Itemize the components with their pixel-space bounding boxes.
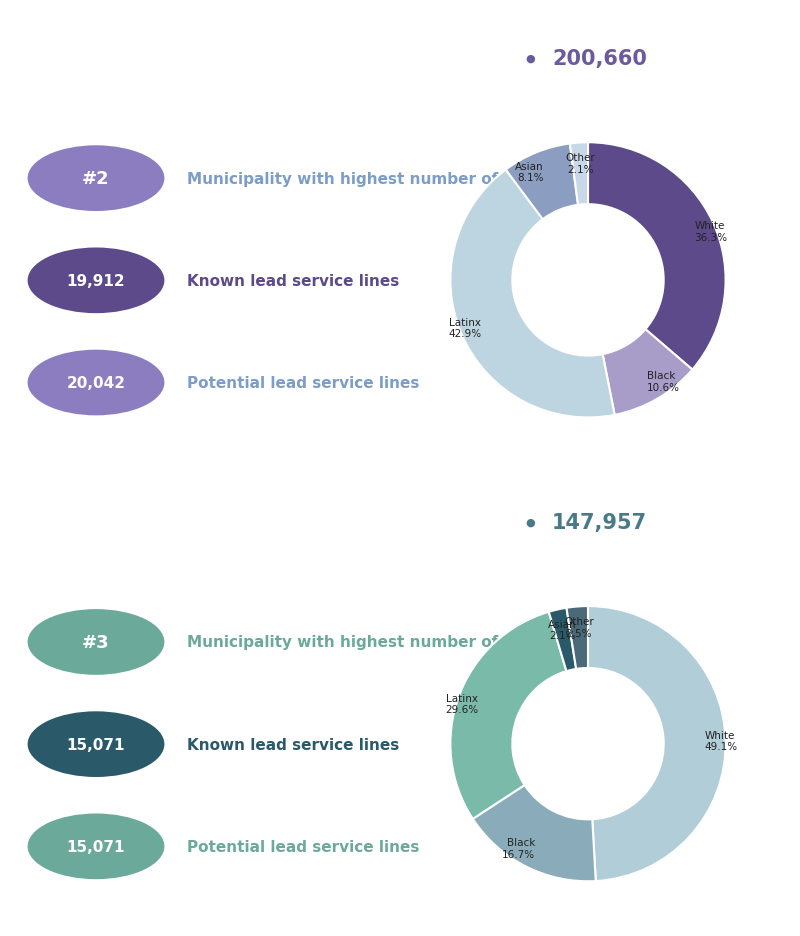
Text: 200,660: 200,660 [552, 49, 647, 68]
Wedge shape [588, 607, 726, 881]
Text: 147,957: 147,957 [552, 512, 647, 532]
Circle shape [28, 248, 165, 314]
Text: JOLIET: JOLIET [187, 507, 297, 536]
Text: 19,912: 19,912 [66, 273, 126, 288]
Text: Known lead service lines: Known lead service lines [187, 737, 399, 752]
Circle shape [28, 711, 165, 777]
Text: Potential lead service lines: Potential lead service lines [187, 839, 419, 854]
FancyBboxPatch shape [453, 27, 780, 91]
Text: Municipality with highest number of lead service lines: Municipality with highest number of lead… [187, 635, 653, 650]
Text: ●: ● [526, 517, 535, 527]
Text: Known lead service lines: Known lead service lines [187, 273, 399, 288]
Text: White
49.1%: White 49.1% [705, 730, 738, 752]
Wedge shape [570, 143, 588, 206]
Text: ●: ● [526, 53, 535, 64]
Text: 15,071: 15,071 [66, 737, 126, 752]
Wedge shape [588, 143, 726, 370]
Text: White
36.3%: White 36.3% [694, 221, 727, 242]
Text: 20,042: 20,042 [66, 375, 126, 390]
Text: Potential lead service lines: Potential lead service lines [187, 375, 419, 390]
Text: Black
16.7%: Black 16.7% [502, 838, 535, 859]
Text: Latinx
42.9%: Latinx 42.9% [448, 317, 481, 339]
Text: 15,071: 15,071 [66, 839, 126, 854]
Wedge shape [549, 608, 576, 671]
Circle shape [28, 146, 165, 212]
Circle shape [28, 350, 165, 416]
Wedge shape [602, 329, 692, 416]
Wedge shape [450, 170, 614, 418]
Wedge shape [473, 785, 596, 882]
Text: Asian
2.1%: Asian 2.1% [548, 619, 577, 641]
Text: CITY OF: CITY OF [58, 48, 169, 69]
Circle shape [28, 813, 165, 879]
Text: Asian
8.1%: Asian 8.1% [515, 162, 544, 183]
Text: Black
10.6%: Black 10.6% [647, 371, 680, 392]
Text: Other
2.5%: Other 2.5% [564, 617, 594, 638]
Wedge shape [450, 612, 566, 819]
Text: Municipality with highest number of lead service lines: Municipality with highest number of lead… [187, 171, 653, 186]
Text: #2: #2 [82, 170, 110, 188]
Text: CITY OF: CITY OF [58, 511, 169, 533]
Wedge shape [566, 607, 588, 669]
Text: Other
2.1%: Other 2.1% [566, 154, 595, 175]
Text: #3: #3 [82, 634, 110, 651]
FancyBboxPatch shape [453, 490, 780, 554]
Text: Latinx
29.6%: Latinx 29.6% [445, 693, 478, 714]
Wedge shape [506, 144, 578, 220]
Text: AURORA: AURORA [187, 44, 331, 73]
Circle shape [28, 609, 165, 675]
